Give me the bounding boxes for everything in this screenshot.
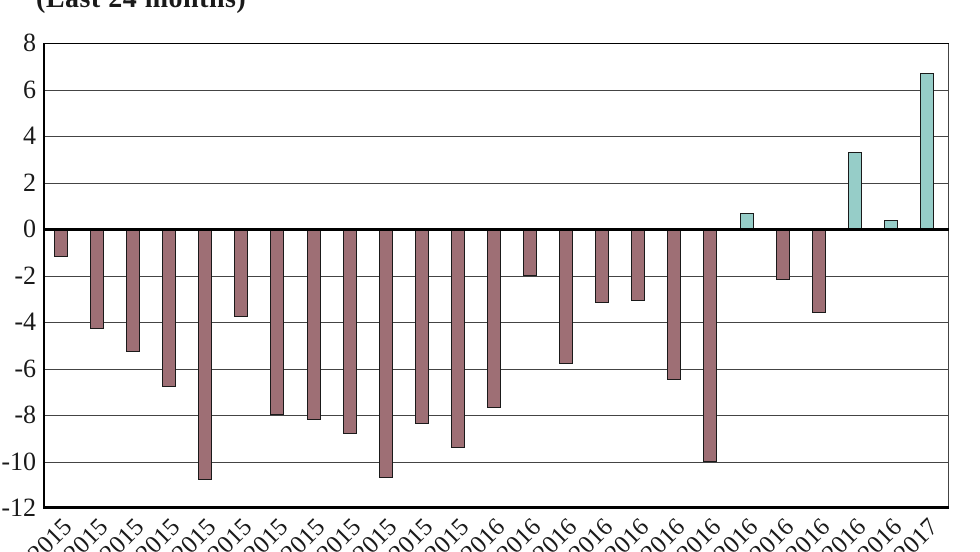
bar-2016-19 bbox=[703, 229, 718, 462]
bar-2015-9 bbox=[342, 229, 357, 434]
bar-2016-20 bbox=[739, 212, 754, 229]
gridline bbox=[43, 506, 949, 509]
gridline bbox=[43, 182, 949, 184]
y-tick-label: -4 bbox=[14, 307, 36, 336]
bar-2015-2 bbox=[90, 229, 105, 329]
bar-2016-18 bbox=[667, 229, 682, 381]
bar-2015-1 bbox=[54, 229, 68, 257]
bar-2016-16 bbox=[595, 229, 610, 304]
bar-2015-5 bbox=[198, 229, 213, 481]
bar-2016-17 bbox=[631, 229, 646, 302]
plot-area bbox=[43, 43, 949, 509]
y-tick-label: 0 bbox=[23, 214, 36, 243]
y-tick-label: 4 bbox=[23, 121, 36, 150]
bar-2015-11 bbox=[414, 229, 429, 425]
gridline bbox=[43, 415, 949, 416]
bar-2015-8 bbox=[306, 229, 321, 420]
y-tick-label: -2 bbox=[14, 260, 36, 290]
y-tick-label: -10 bbox=[1, 446, 36, 476]
y-tick-label: -8 bbox=[14, 400, 36, 429]
bar-2017-25 bbox=[919, 73, 934, 229]
zero-axis-line bbox=[43, 228, 949, 231]
gridline bbox=[43, 461, 949, 463]
bar-2015-7 bbox=[270, 229, 285, 415]
bar-2016-21 bbox=[775, 229, 790, 281]
gridline bbox=[43, 136, 949, 137]
bar-2016-23 bbox=[847, 152, 862, 229]
y-tick-label: -6 bbox=[14, 353, 36, 383]
y-tick-label: -12 bbox=[1, 493, 36, 522]
y-tick-label: 8 bbox=[23, 28, 36, 57]
gridline bbox=[43, 43, 949, 44]
bar-2015-4 bbox=[162, 229, 177, 388]
gridline bbox=[43, 89, 949, 91]
bar-2016-14 bbox=[523, 229, 538, 276]
bar-2015-6 bbox=[234, 229, 249, 318]
bar-2015-3 bbox=[126, 229, 141, 353]
chart-title: (Last 24 months) bbox=[36, 0, 246, 15]
bar-2016-15 bbox=[559, 229, 574, 364]
bar-2016-22 bbox=[811, 229, 826, 313]
bar-2015-10 bbox=[378, 229, 393, 478]
y-tick-label: 2 bbox=[23, 167, 36, 197]
y-tick-label: 6 bbox=[23, 74, 36, 104]
bar-2016-13 bbox=[486, 229, 501, 409]
bar-2015-12 bbox=[450, 229, 465, 448]
y-axis-line bbox=[43, 43, 45, 508]
